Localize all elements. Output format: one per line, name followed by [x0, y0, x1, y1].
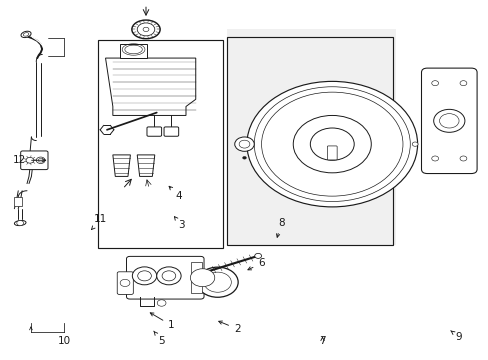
Text: 4: 4	[169, 186, 182, 201]
Circle shape	[203, 272, 231, 292]
Polygon shape	[105, 58, 195, 116]
Circle shape	[137, 23, 155, 36]
Circle shape	[433, 109, 464, 132]
Ellipse shape	[14, 220, 26, 226]
Polygon shape	[137, 155, 155, 176]
Circle shape	[246, 81, 417, 207]
Circle shape	[157, 267, 181, 285]
Text: 10: 10	[58, 336, 70, 346]
Text: 1: 1	[150, 313, 174, 330]
Bar	[14, 197, 22, 206]
Text: 3: 3	[174, 217, 184, 230]
Circle shape	[254, 87, 409, 202]
Text: 7: 7	[319, 336, 325, 346]
Circle shape	[36, 157, 45, 163]
Circle shape	[239, 140, 249, 148]
Polygon shape	[113, 155, 130, 176]
Bar	[190, 262, 201, 293]
Circle shape	[17, 221, 23, 226]
Circle shape	[157, 300, 165, 306]
FancyBboxPatch shape	[163, 127, 178, 136]
Circle shape	[190, 269, 214, 287]
Ellipse shape	[132, 20, 160, 39]
Circle shape	[293, 116, 370, 173]
FancyBboxPatch shape	[327, 146, 336, 160]
FancyBboxPatch shape	[421, 68, 476, 174]
Circle shape	[38, 158, 43, 162]
Circle shape	[120, 279, 130, 287]
Text: 8: 8	[276, 218, 284, 237]
Circle shape	[431, 81, 438, 86]
Bar	[227, 30, 395, 244]
Circle shape	[411, 142, 417, 146]
Circle shape	[26, 157, 34, 163]
Text: 11: 11	[91, 215, 107, 230]
Circle shape	[261, 92, 402, 196]
Bar	[227, 37, 392, 244]
Ellipse shape	[21, 31, 31, 37]
Circle shape	[143, 27, 149, 32]
Circle shape	[197, 267, 238, 297]
Ellipse shape	[23, 33, 29, 36]
Circle shape	[254, 253, 261, 258]
FancyBboxPatch shape	[126, 256, 203, 299]
Bar	[120, 44, 147, 58]
Text: 9: 9	[450, 331, 462, 342]
Circle shape	[162, 271, 175, 281]
Circle shape	[234, 137, 254, 151]
Circle shape	[459, 156, 466, 161]
FancyBboxPatch shape	[20, 151, 48, 170]
Circle shape	[439, 114, 458, 128]
Text: 12: 12	[13, 155, 45, 165]
Circle shape	[242, 156, 246, 159]
Circle shape	[132, 267, 157, 285]
Bar	[98, 40, 222, 248]
Text: 6: 6	[247, 258, 264, 270]
FancyBboxPatch shape	[147, 127, 161, 136]
Text: 5: 5	[153, 331, 164, 346]
Circle shape	[431, 156, 438, 161]
Circle shape	[138, 271, 151, 281]
Text: 2: 2	[218, 321, 240, 334]
Circle shape	[310, 128, 353, 160]
Circle shape	[459, 81, 466, 86]
FancyBboxPatch shape	[117, 272, 133, 294]
